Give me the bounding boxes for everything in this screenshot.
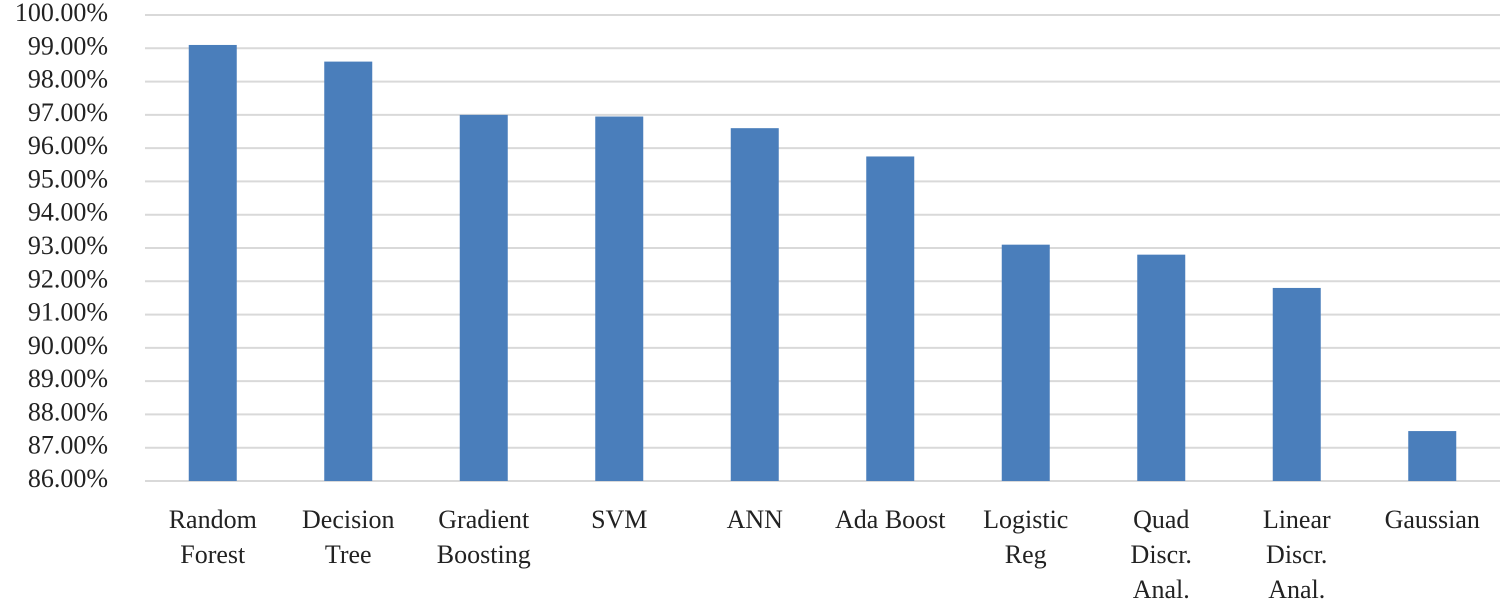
x-tick-label: Ada Boost <box>835 505 946 534</box>
y-tick-label: 99.00% <box>28 31 108 60</box>
x-tick-label-line: Gaussian <box>1385 505 1480 534</box>
x-tick-label-line: Tree <box>325 540 372 569</box>
y-tick-label: 96.00% <box>28 131 108 160</box>
x-tick-label-line: Linear <box>1263 505 1331 534</box>
x-tick-label: Linear Discr. Anal. <box>1263 505 1331 604</box>
x-tick-label-line: Anal. <box>1133 575 1190 604</box>
bar <box>188 44 237 481</box>
bar <box>1137 254 1186 481</box>
x-tick-label: Gradient Boosting <box>437 505 531 569</box>
y-tick-label: 95.00% <box>28 164 108 193</box>
bar <box>1001 244 1050 481</box>
x-tick-label: Decision Tree <box>302 505 394 569</box>
x-tick-label-line: Logistic <box>983 505 1068 534</box>
x-tick-label: SVM <box>591 505 647 534</box>
x-tick-label-line: SVM <box>591 505 647 534</box>
x-tick-label-line: Reg <box>1005 540 1047 569</box>
y-tick-label: 87.00% <box>28 431 108 460</box>
y-tick-label: 88.00% <box>28 397 108 426</box>
x-tick-label: Gaussian <box>1385 505 1480 534</box>
x-tick-label: Random Forest <box>169 505 257 569</box>
x-tick-label-line: Forest <box>180 540 246 569</box>
x-tick-label: Logistic Reg <box>983 505 1068 569</box>
y-tick-label: 93.00% <box>28 231 108 260</box>
x-tick-label-line: Ada Boost <box>835 505 946 534</box>
bar <box>730 128 779 481</box>
x-tick-label: ANN <box>727 505 784 534</box>
bar <box>1408 431 1457 481</box>
bar <box>595 116 644 482</box>
x-tick-label-line: ANN <box>727 505 784 534</box>
x-tick-label-line: Discr. <box>1131 540 1192 569</box>
bar <box>324 61 373 481</box>
y-tick-label: 89.00% <box>28 364 108 393</box>
y-tick-label: 94.00% <box>28 198 108 227</box>
x-tick-label-line: Random <box>169 505 257 534</box>
y-tick-label: 100.00% <box>15 0 108 27</box>
x-tick-label-line: Boosting <box>437 540 531 569</box>
bar <box>459 114 508 481</box>
x-tick-label: Quad Discr. Anal. <box>1131 505 1192 604</box>
y-tick-label: 86.00% <box>28 464 108 493</box>
x-tick-label-line: Anal. <box>1268 575 1325 604</box>
bar <box>1272 287 1321 481</box>
x-tick-label-line: Decision <box>302 505 394 534</box>
x-tick-label-line: Quad <box>1133 505 1189 534</box>
y-tick-label: 98.00% <box>28 65 108 94</box>
x-tick-label-line: Gradient <box>438 505 530 534</box>
y-tick-label: 91.00% <box>28 298 108 327</box>
y-tick-label: 92.00% <box>28 264 108 293</box>
x-tick-label-line: Discr. <box>1266 540 1327 569</box>
y-tick-label: 90.00% <box>28 331 108 360</box>
y-tick-label: 97.00% <box>28 98 108 127</box>
bar <box>866 156 915 481</box>
